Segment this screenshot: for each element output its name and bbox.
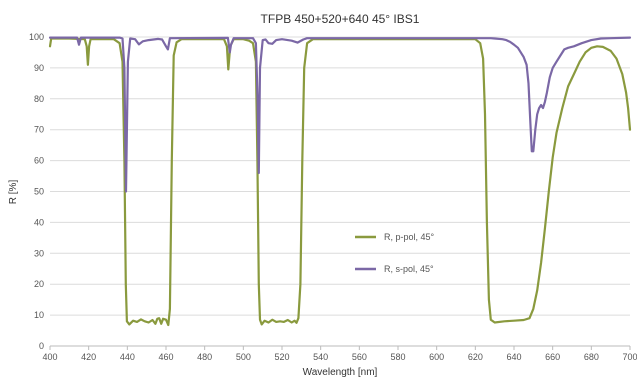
x-tick-label: 480 <box>197 352 212 362</box>
chart-title: TFPB 450+520+640 45° IBS1 <box>261 12 420 26</box>
y-tick-label: 30 <box>34 248 44 258</box>
x-tick-label: 460 <box>158 352 173 362</box>
y-tick-label: 60 <box>34 156 44 166</box>
y-tick-label: 0 <box>39 341 44 351</box>
y-tick-label: 100 <box>29 32 44 42</box>
x-tick-label: 620 <box>468 352 483 362</box>
y-tick-label: 80 <box>34 94 44 104</box>
x-tick-label: 700 <box>622 352 637 362</box>
x-tick-label: 420 <box>81 352 96 362</box>
y-tick-label: 40 <box>34 217 44 227</box>
x-tick-label: 520 <box>274 352 289 362</box>
y-tick-label: 10 <box>34 310 44 320</box>
legend-label-p-pol: R, p-pol, 45° <box>384 232 435 242</box>
x-tick-label: 660 <box>545 352 560 362</box>
x-axis-ticks: 400 420 440 460 480 500 520 540 560 580 600 620 640 6… <box>42 346 637 362</box>
y-tick-label: 90 <box>34 63 44 73</box>
legend-label-s-pol: R, s-pol, 45° <box>384 264 434 274</box>
x-tick-label: 680 <box>584 352 599 362</box>
y-tick-label: 20 <box>34 279 44 289</box>
series-line-p-pol <box>48 37 632 327</box>
series-line-s-pol <box>48 36 632 193</box>
y-tick-label: 70 <box>34 125 44 135</box>
x-tick-label: 540 <box>313 352 328 362</box>
x-axis-title: Wavelength [nm] <box>303 367 378 378</box>
legend: R, p-pol, 45° R, s-pol, 45° <box>355 232 435 274</box>
x-tick-label: 580 <box>390 352 405 362</box>
series-layer <box>48 36 632 327</box>
x-tick-label: 400 <box>42 352 57 362</box>
x-tick-label: 560 <box>352 352 367 362</box>
y-axis-ticks: 0 10 20 30 40 50 60 70 80 90 100 <box>29 32 44 351</box>
x-tick-label: 600 <box>429 352 444 362</box>
y-tick-label: 50 <box>34 187 44 197</box>
x-tick-label: 500 <box>236 352 251 362</box>
y-axis-title: R [%] <box>8 180 19 205</box>
gridlines <box>50 36 630 316</box>
x-tick-label: 440 <box>120 352 135 362</box>
x-tick-label: 640 <box>506 352 521 362</box>
